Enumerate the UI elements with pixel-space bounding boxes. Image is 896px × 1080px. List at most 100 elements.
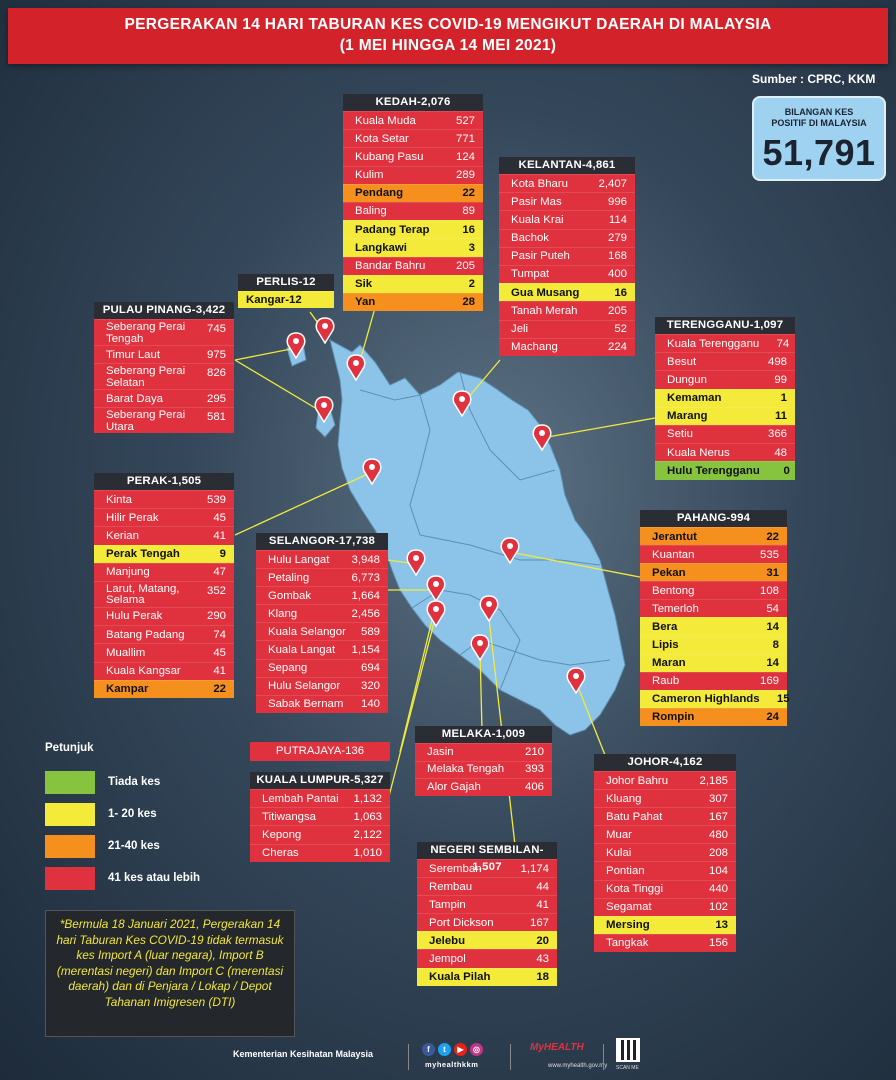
legend-item: 1- 20 kes	[45, 798, 200, 830]
source-label: Sumber : CPRC, KKM	[752, 72, 876, 86]
district-name: Alor Gajah	[427, 780, 481, 793]
district-case-count: 2	[468, 278, 475, 291]
district-row: Kepong 2,122	[250, 825, 390, 844]
district-row: Melaka Tengah 393	[415, 760, 552, 778]
legend-label: Tiada kes	[108, 776, 161, 788]
district-row: Sepang 694	[256, 658, 388, 677]
instagram-icon[interactable]: ◎	[470, 1043, 483, 1056]
district-row: Gua Musang 16	[499, 283, 635, 302]
district-row: Segamat 102	[594, 897, 736, 916]
district-row: Baling 89	[343, 201, 483, 221]
district-case-count: 1	[780, 392, 787, 405]
district-name: Manjung	[106, 566, 150, 579]
district-name: Gombak	[268, 589, 312, 602]
state-title: JOHOR-4,162	[594, 754, 736, 771]
perlis-table: PERLIS-12 Kangar-12	[238, 274, 334, 308]
district-row: Bera 14	[640, 617, 787, 636]
district-name: Jelebu	[429, 934, 466, 947]
district-name: Kuala Krai	[511, 213, 564, 226]
district-name: Kemaman	[667, 392, 722, 405]
district-row: Machang 224	[499, 337, 635, 356]
youtube-icon[interactable]: ▶	[454, 1043, 467, 1056]
district-name: Baling	[355, 205, 387, 218]
district-row: Kuala Terengganu 74	[655, 334, 795, 353]
district-case-count: 74	[213, 628, 226, 641]
district-name: Kuala Terengganu	[667, 337, 760, 350]
district-row: Kampar 22	[94, 679, 234, 698]
district-case-count: 14	[766, 620, 779, 633]
marker-pin-icon	[452, 390, 472, 418]
district-row: Jempol 43	[417, 949, 557, 968]
twitter-icon[interactable]: t	[438, 1043, 451, 1056]
district-case-count: 307	[708, 792, 728, 805]
district-row: Besut 498	[655, 352, 795, 371]
district-case-count: 3	[468, 241, 475, 254]
myhealth-url: www.myhealth.gov.my	[548, 1063, 608, 1069]
district-case-count: 22	[766, 530, 779, 543]
district-row: Kangar-12	[238, 291, 334, 308]
legend-item: 21-40 kes	[45, 830, 200, 862]
district-case-count: 99	[774, 373, 787, 386]
district-name: Jeli	[511, 323, 529, 335]
district-row: Klang 2,456	[256, 604, 388, 623]
district-case-count: 168	[607, 250, 627, 263]
marker-pin-icon	[286, 332, 306, 360]
state-title: MELAKA-1,009	[415, 726, 552, 743]
district-case-count: 694	[360, 662, 380, 675]
marker-pin-icon	[470, 634, 490, 662]
district-name: Sepang	[268, 662, 308, 675]
legend-item: 41 kes atau lebih	[45, 862, 200, 894]
district-case-count: 31	[766, 566, 779, 579]
district-name: Lembah Pantai	[262, 792, 339, 805]
district-case-count: 440	[708, 883, 728, 896]
district-case-count: 22	[462, 187, 475, 200]
state-title: SELANGOR-17,738	[256, 533, 388, 550]
district-row: Alor Gajah 406	[415, 778, 552, 796]
district-row: Perak Tengah 9	[94, 544, 234, 563]
terengganu-table: TERENGGANU-1,097 Kuala Terengganu 74 Besut 4…	[655, 317, 795, 480]
pahang-table: PAHANG-994 Jerantut 22 Kuantan 535 Pekan 31 Ben…	[640, 510, 790, 727]
state-title: PERAK-1,505	[94, 473, 234, 490]
district-case-count: 1,664	[351, 589, 380, 602]
marker-pin-icon	[315, 317, 335, 345]
district-row: Lipis 8	[640, 635, 787, 654]
district-row: Kerian 41	[94, 526, 234, 545]
district-row: Hulu Perak 290	[94, 606, 234, 626]
district-row: Hulu Selangor 320	[256, 676, 388, 695]
district-name: Kulim	[355, 169, 384, 182]
district-row: Bachok 279	[499, 228, 635, 247]
district-row: Jerantut 22	[640, 527, 787, 546]
district-name: Raub	[652, 675, 680, 688]
district-case-count: 1,154	[351, 643, 380, 656]
marker-pin-icon	[500, 537, 520, 565]
marker-pin-icon	[566, 667, 586, 695]
district-row: Kuala Pilah 18	[417, 967, 557, 986]
facebook-icon[interactable]: f	[422, 1043, 435, 1056]
selangor-table: SELANGOR-17,738 Hulu Langat 3,948 Petaling 6…	[256, 533, 388, 713]
district-row: Muallim 45	[94, 643, 234, 662]
district-name: Seberang Perai Selatan	[106, 365, 186, 389]
legend-swatch	[45, 770, 95, 794]
district-name: Maran	[652, 657, 686, 670]
title-line-2: (1 MEI HINGGA 14 MEI 2021)	[339, 37, 557, 54]
district-name: Melaka Tengah	[427, 763, 505, 775]
district-name: Gua Musang	[511, 286, 580, 299]
district-case-count: 2,122	[353, 828, 382, 841]
district-name: Seremban	[429, 862, 482, 875]
district-row: Hulu Terengganu 0	[655, 461, 795, 480]
district-row: Port Dickson 167	[417, 913, 557, 932]
district-row: Hulu Langat 3,948	[256, 550, 388, 569]
district-row: Yan 28	[343, 292, 483, 312]
district-name: Kuala Langat	[268, 643, 336, 656]
district-case-count: 208	[708, 846, 728, 859]
district-name: Titiwangsa	[262, 810, 317, 823]
district-case-count: 20	[536, 934, 549, 947]
district-case-count: 279	[607, 232, 627, 245]
kelantan-table: KELANTAN-4,861 Kota Bharu 2,407 Pasir Mas 99…	[499, 157, 635, 356]
qr-code-icon[interactable]	[616, 1038, 640, 1062]
district-case-count: 14	[766, 657, 779, 670]
marker-pin-icon	[362, 458, 382, 486]
district-case-count: 15	[776, 693, 790, 706]
district-row: Jeli 52	[499, 319, 635, 338]
